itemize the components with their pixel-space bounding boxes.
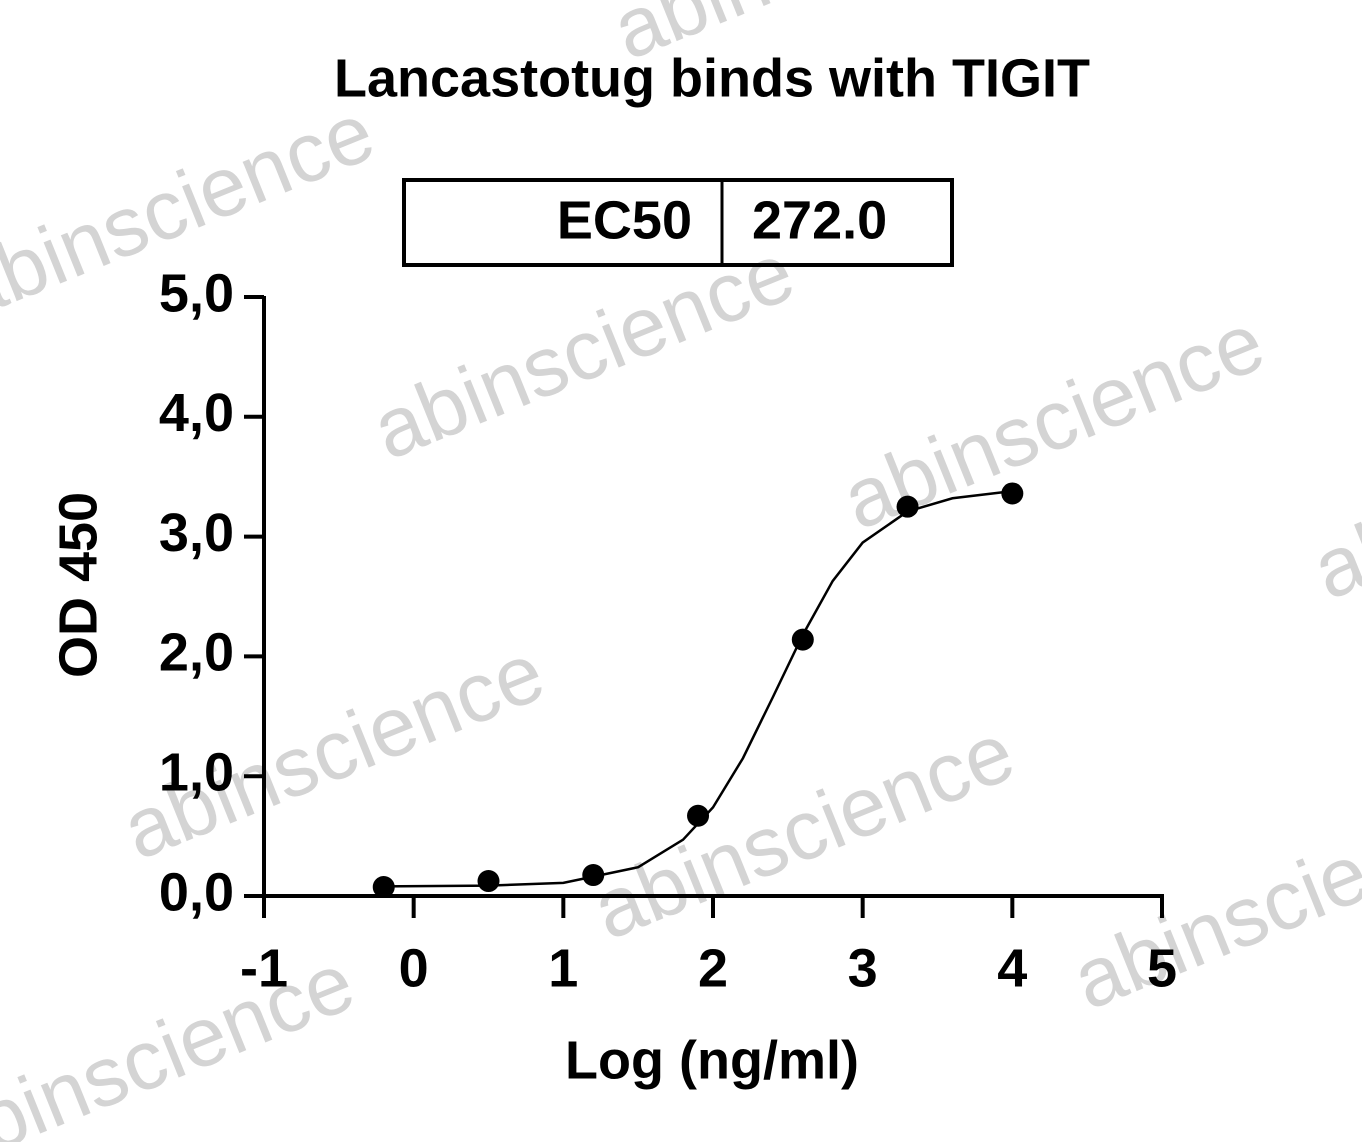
x-tick-label: 5 (1147, 938, 1177, 998)
watermark: abinscience (0, 934, 366, 1142)
stats-box (402, 178, 954, 267)
y-tick-label: 3,0 (159, 503, 234, 563)
x-tick-label: 1 (548, 938, 578, 998)
data-point (791, 628, 814, 651)
watermark: abinscience (830, 294, 1277, 547)
x-tick-label: 2 (698, 938, 728, 998)
x-tick-label: 3 (848, 938, 878, 998)
fit-curve (383, 489, 1013, 888)
stats-label: EC50 (557, 190, 692, 250)
y-tick-label: 1,0 (159, 742, 234, 802)
data-point (896, 495, 919, 518)
x-tick-label: -1 (240, 938, 288, 998)
watermark: abinscience (580, 704, 1027, 957)
data-point (477, 870, 500, 893)
data-point (1001, 482, 1024, 505)
watermark: abinscience (1060, 774, 1362, 1027)
y-tick-label: 2,0 (159, 623, 234, 683)
data-point (687, 804, 710, 827)
data-point (582, 864, 605, 887)
chart-title: Lancastotug binds with TIGIT (334, 48, 1090, 108)
y-axis-label: OD 450 (48, 492, 108, 678)
x-tick-label: 4 (997, 938, 1027, 998)
watermark: abinscience (1300, 364, 1362, 617)
y-tick-label: 5,0 (159, 263, 234, 323)
watermark: abinscience (360, 224, 807, 477)
x-tick-label: 0 (399, 938, 429, 998)
stats-value: 272.0 (752, 190, 887, 250)
y-tick-label: 0,0 (159, 862, 234, 922)
y-tick-label: 4,0 (159, 383, 234, 443)
data-point (372, 876, 395, 899)
x-axis-label: Log (ng/ml) (565, 1030, 859, 1090)
